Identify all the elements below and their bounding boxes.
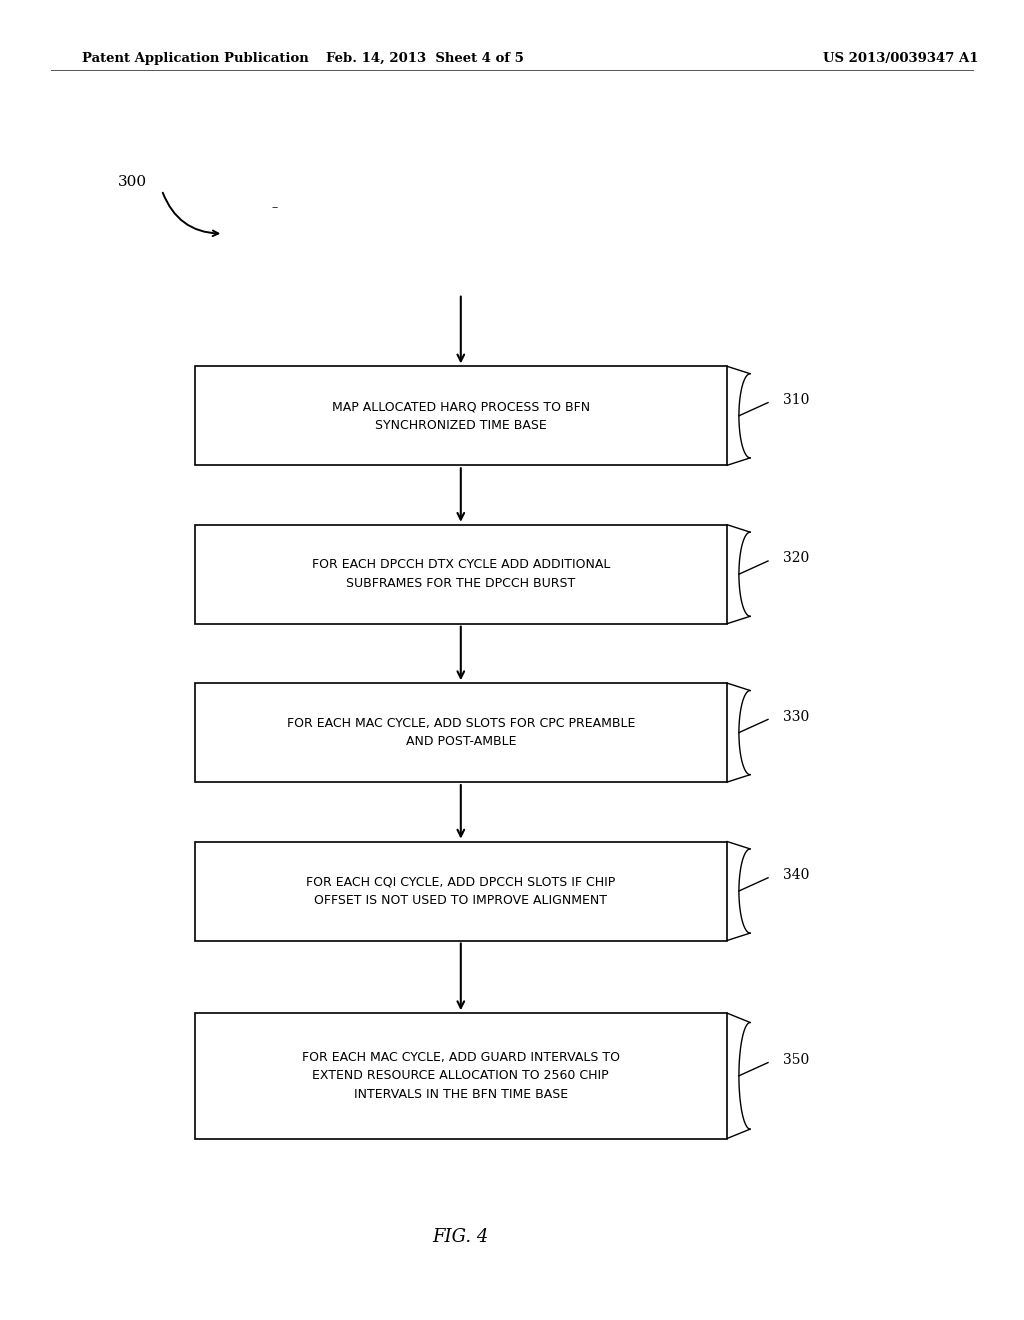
Text: Feb. 14, 2013  Sheet 4 of 5: Feb. 14, 2013 Sheet 4 of 5 <box>326 51 524 65</box>
Text: 320: 320 <box>783 552 810 565</box>
Text: FIG. 4: FIG. 4 <box>432 1228 489 1246</box>
FancyBboxPatch shape <box>195 682 727 781</box>
Text: MAP ALLOCATED HARQ PROCESS TO BFN
SYNCHRONIZED TIME BASE: MAP ALLOCATED HARQ PROCESS TO BFN SYNCHR… <box>332 400 590 432</box>
Text: FOR EACH MAC CYCLE, ADD SLOTS FOR CPC PREAMBLE
AND POST-AMBLE: FOR EACH MAC CYCLE, ADD SLOTS FOR CPC PR… <box>287 717 635 748</box>
Text: FOR EACH DPCCH DTX CYCLE ADD ADDITIONAL
SUBFRAMES FOR THE DPCCH BURST: FOR EACH DPCCH DTX CYCLE ADD ADDITIONAL … <box>311 558 610 590</box>
FancyBboxPatch shape <box>195 1014 727 1138</box>
Text: 340: 340 <box>783 869 810 882</box>
Text: FOR EACH MAC CYCLE, ADD GUARD INTERVALS TO
EXTEND RESOURCE ALLOCATION TO 2560 CH: FOR EACH MAC CYCLE, ADD GUARD INTERVALS … <box>302 1051 620 1101</box>
Text: 310: 310 <box>783 393 810 407</box>
Text: 350: 350 <box>783 1053 810 1067</box>
Text: FOR EACH CQI CYCLE, ADD DPCCH SLOTS IF CHIP
OFFSET IS NOT USED TO IMPROVE ALIGNM: FOR EACH CQI CYCLE, ADD DPCCH SLOTS IF C… <box>306 875 615 907</box>
FancyBboxPatch shape <box>195 842 727 940</box>
Text: 300: 300 <box>118 176 146 189</box>
FancyBboxPatch shape <box>195 525 727 624</box>
FancyBboxPatch shape <box>195 366 727 465</box>
Text: 330: 330 <box>783 710 810 723</box>
Text: Patent Application Publication: Patent Application Publication <box>82 51 308 65</box>
Text: US 2013/0039347 A1: US 2013/0039347 A1 <box>823 51 979 65</box>
Text: –: – <box>271 201 278 214</box>
